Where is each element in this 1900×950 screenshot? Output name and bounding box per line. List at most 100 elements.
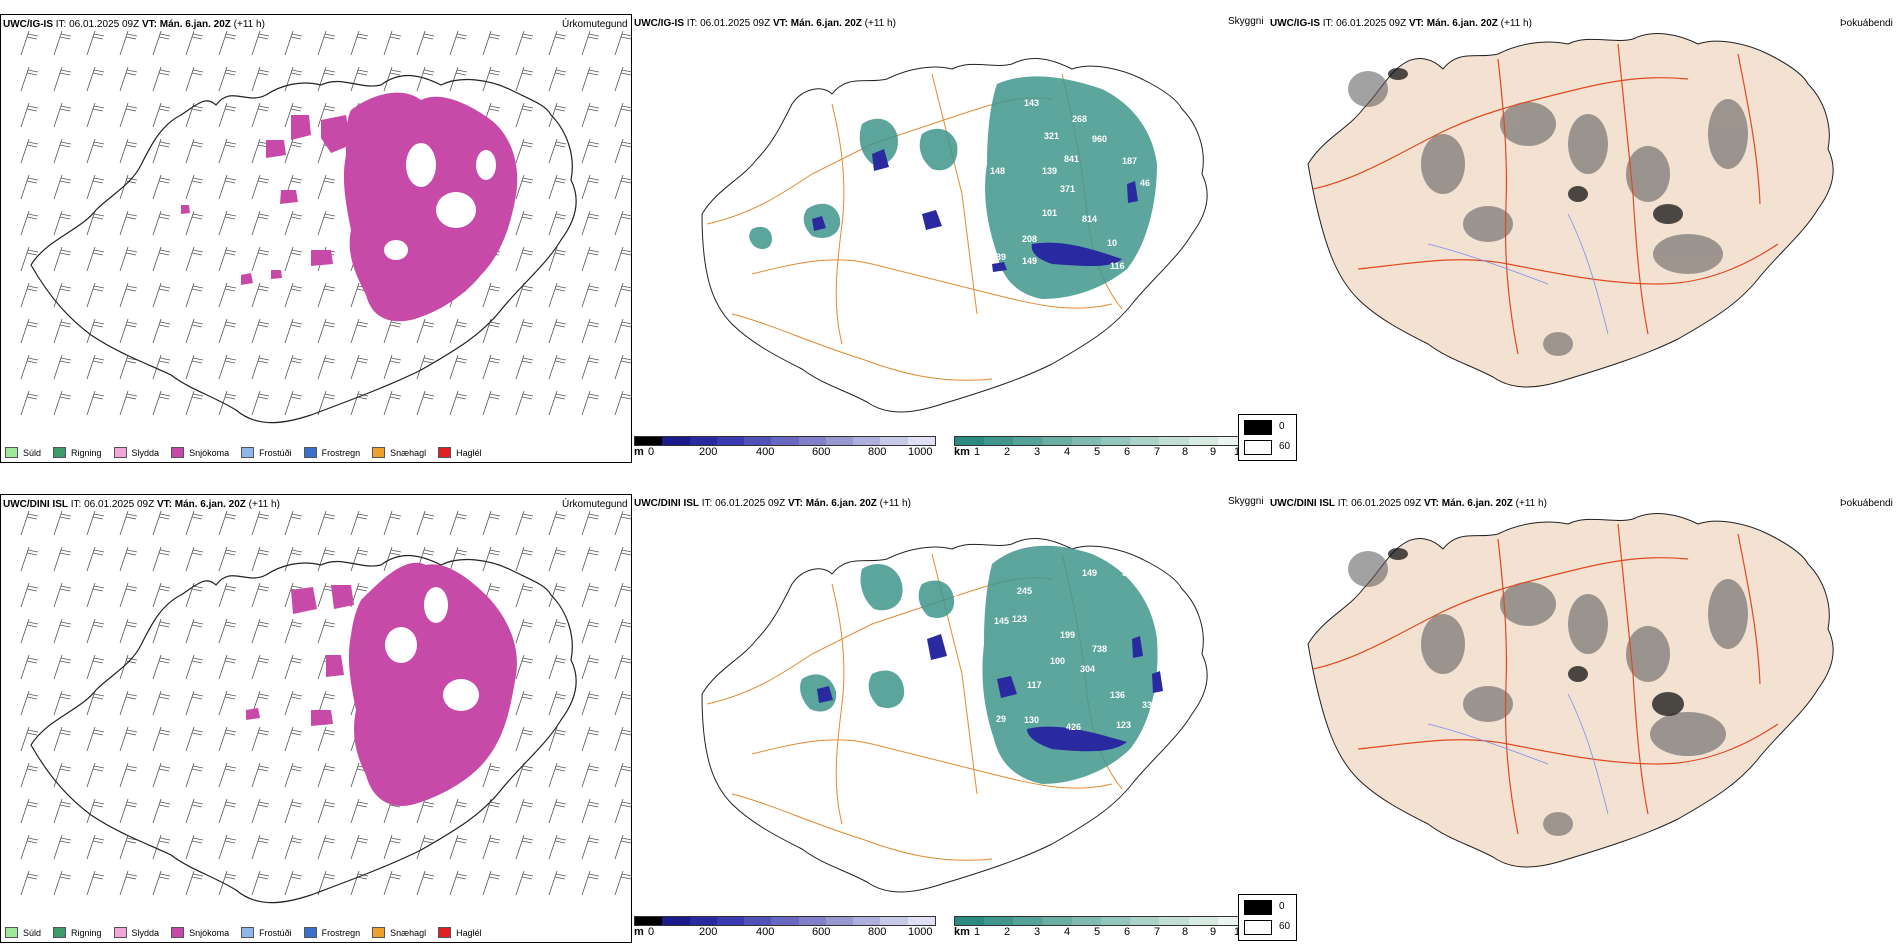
wind-barb bbox=[317, 618, 336, 644]
wind-barb bbox=[20, 66, 39, 92]
wind-barb bbox=[53, 138, 72, 164]
wind-barb bbox=[284, 690, 303, 716]
wind-barb bbox=[317, 546, 336, 572]
wind-barb bbox=[416, 30, 435, 56]
wind-barb bbox=[185, 618, 204, 644]
wind-barb bbox=[20, 546, 39, 572]
iceland-outline bbox=[701, 58, 1208, 413]
wind-barb bbox=[86, 354, 105, 380]
colorbar-segment bbox=[1188, 437, 1218, 445]
visibility-panel-row2: UWC/DINI ISL IT: 06.01.2025 09Z VT: Mán.… bbox=[632, 494, 1268, 943]
wind-barb bbox=[119, 318, 138, 344]
wind-barb bbox=[53, 102, 72, 128]
wind-barb bbox=[317, 798, 336, 824]
panel-title: Skyggni bbox=[1228, 496, 1264, 507]
legend-item-rain: Rigning bbox=[53, 447, 102, 458]
visibility-panel-row1: UWC/IG-IS IT: 06.01.2025 09Z VT: Mán. 6.… bbox=[632, 14, 1268, 463]
wind-barb bbox=[614, 282, 633, 308]
cloudbase-label: 148 bbox=[990, 166, 1005, 176]
wind-barb bbox=[548, 726, 567, 752]
fog-map bbox=[1307, 513, 1834, 868]
wind-barb bbox=[218, 282, 237, 308]
wind-barb bbox=[317, 834, 336, 860]
fog-key-swatch bbox=[1244, 920, 1272, 935]
cloudbase-label: 123 bbox=[1116, 720, 1131, 730]
panel-title: Úrkomutegund bbox=[562, 499, 628, 510]
wind-barb bbox=[185, 246, 204, 272]
wind-barb bbox=[53, 66, 72, 92]
wind-barb bbox=[86, 282, 105, 308]
wind-barb bbox=[152, 354, 171, 380]
cloudbase-label: 12 bbox=[954, 594, 964, 604]
colorbar-segment bbox=[907, 437, 935, 445]
wind-barb bbox=[581, 102, 600, 128]
visibility-colorbar: km 1 2 3 4 5 6 7 8 9 10 bbox=[954, 436, 1254, 466]
wind-barb bbox=[185, 390, 204, 416]
wind-barb bbox=[86, 654, 105, 680]
legend-swatch bbox=[438, 447, 452, 458]
colorbar-segment bbox=[1130, 437, 1160, 445]
legend-item-snow: Snjókoma bbox=[171, 927, 229, 938]
wind-barb bbox=[515, 654, 534, 680]
wind-barb bbox=[152, 282, 171, 308]
wind-barb bbox=[515, 102, 534, 128]
wind-barb bbox=[86, 690, 105, 716]
wind-barb bbox=[284, 762, 303, 788]
wind-barb bbox=[581, 834, 600, 860]
wind-barb bbox=[383, 66, 402, 92]
wind-barb bbox=[548, 510, 567, 536]
wind-barb bbox=[86, 102, 105, 128]
fog-panel-row1: UWC/IG-IS IT: 06.01.2025 09Z VT: Mán. 6.… bbox=[1238, 14, 1900, 463]
panel-title: Úrkomutegund bbox=[562, 19, 628, 30]
wind-barb bbox=[20, 282, 39, 308]
wind-barb bbox=[416, 798, 435, 824]
snow-areas bbox=[246, 562, 517, 806]
wind-barb bbox=[515, 834, 534, 860]
wind-barb bbox=[482, 282, 501, 308]
colorbar-segment bbox=[1188, 917, 1218, 925]
visibility-tick: 1 bbox=[974, 446, 981, 458]
wind-barb bbox=[119, 510, 138, 536]
colorbar-segment bbox=[662, 437, 690, 445]
wind-barb bbox=[251, 174, 270, 200]
wind-barb bbox=[218, 138, 237, 164]
wind-barb bbox=[86, 510, 105, 536]
wind-barb bbox=[251, 762, 270, 788]
wind-barb bbox=[614, 870, 633, 896]
legend-swatch bbox=[372, 927, 386, 938]
visibility-tick: 5 bbox=[1094, 446, 1101, 458]
wind-barb bbox=[614, 726, 633, 752]
legend-swatch bbox=[438, 927, 452, 938]
wind-barb bbox=[86, 210, 105, 236]
cloudbase-label: 29 bbox=[996, 714, 1006, 724]
wind-barb bbox=[416, 66, 435, 92]
wind-barb bbox=[152, 102, 171, 128]
wind-barb bbox=[152, 390, 171, 416]
wind-barb bbox=[515, 582, 534, 608]
wind-barb bbox=[119, 210, 138, 236]
wind-barb bbox=[251, 390, 270, 416]
wind-barb bbox=[20, 582, 39, 608]
wind-barb bbox=[218, 798, 237, 824]
cloudbase-color-segments bbox=[634, 916, 936, 926]
wind-barb bbox=[218, 726, 237, 752]
visibility-unit: km bbox=[954, 446, 970, 458]
wind-barb bbox=[185, 870, 204, 896]
wind-barb bbox=[515, 354, 534, 380]
cloudbase-label: 574 bbox=[1122, 568, 1137, 578]
visibility-map: 143 268 960 321 841 133 139 371 187 148 … bbox=[701, 58, 1208, 413]
wind-barb bbox=[449, 318, 468, 344]
wind-barb bbox=[416, 834, 435, 860]
wind-barb bbox=[251, 726, 270, 752]
wind-barb bbox=[86, 798, 105, 824]
cloudbase-label: 10 bbox=[1107, 238, 1117, 248]
wind-barb bbox=[185, 210, 204, 236]
wind-barb bbox=[218, 582, 237, 608]
cloudbase-tick: 1000 bbox=[908, 446, 933, 458]
wind-barb bbox=[515, 798, 534, 824]
wind-barb bbox=[86, 546, 105, 572]
wind-barb bbox=[53, 510, 72, 536]
fog-key: 0 60 bbox=[1238, 894, 1297, 941]
cloudbase-label: 133 bbox=[972, 121, 987, 131]
wind-barb bbox=[548, 762, 567, 788]
